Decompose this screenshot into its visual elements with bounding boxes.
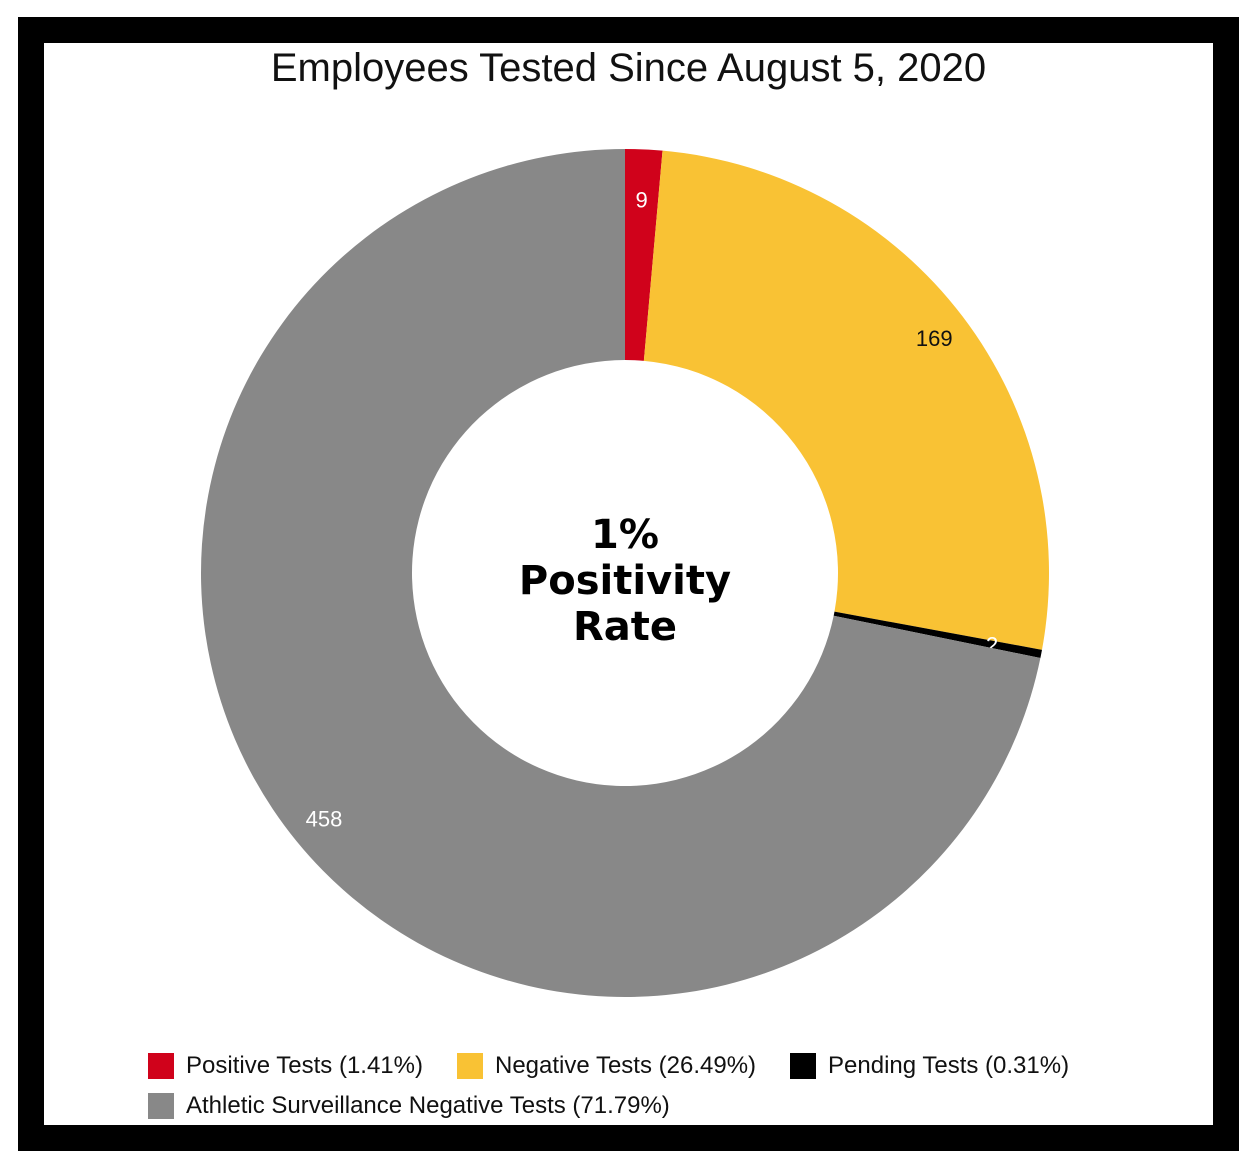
legend-label-negative: Negative Tests (26.49%) xyxy=(495,1052,757,1079)
data-label-athletic: 458 xyxy=(306,807,343,832)
chart-title: Employees Tested Since August 5, 2020 xyxy=(270,46,987,90)
slice-negative xyxy=(643,150,1050,650)
data-label-positive: 9 xyxy=(635,187,647,212)
center-line-1: 1% xyxy=(591,512,659,558)
slice-athletic xyxy=(200,149,1041,998)
legend-row: Athletic Surveillance Negative Tests (71… xyxy=(148,1088,1148,1124)
legend-row: Positive Tests (1.41%) Negative Tests (2… xyxy=(148,1048,1148,1084)
legend-swatch-positive xyxy=(148,1053,174,1079)
center-line-2: Positivity xyxy=(518,558,732,604)
data-label-negative: 169 xyxy=(916,326,953,351)
legend-swatch-pending xyxy=(790,1053,817,1079)
center-line-3: Rate xyxy=(572,604,678,650)
legend: Positive Tests (1.41%) Negative Tests (2… xyxy=(148,1048,1148,1128)
legend-item-negative: Negative Tests (26.49%) xyxy=(457,1052,756,1080)
legend-swatch-negative xyxy=(457,1053,483,1079)
slice-positive xyxy=(625,149,663,361)
legend-label-pending: Pending Tests (0.31%) xyxy=(828,1052,1070,1079)
positivity-rate-label: 1% Positivity Rate xyxy=(475,512,775,650)
legend-item-positive: Positive Tests (1.41%) xyxy=(148,1052,423,1080)
slice-pending xyxy=(833,611,1042,659)
legend-item-pending: Pending Tests (0.31%) xyxy=(790,1052,1069,1080)
legend-item-athletic: Athletic Surveillance Negative Tests (71… xyxy=(148,1092,670,1120)
legend-swatch-athletic xyxy=(148,1093,174,1119)
legend-label-athletic: Athletic Surveillance Negative Tests (71… xyxy=(186,1092,670,1119)
legend-label-positive: Positive Tests (1.41%) xyxy=(186,1052,423,1079)
